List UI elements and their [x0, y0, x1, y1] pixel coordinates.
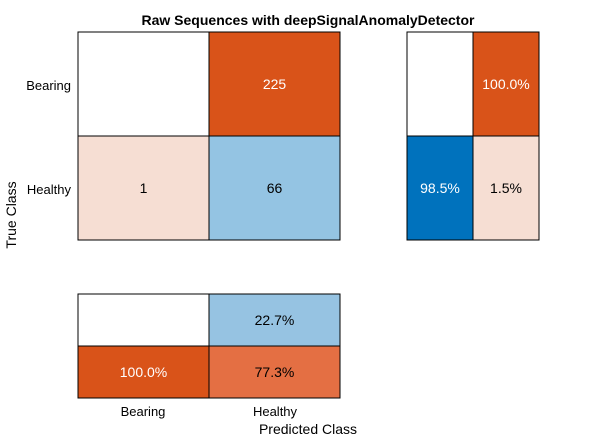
- y-tick-label-bearing: Bearing: [26, 78, 71, 93]
- y-axis-label: True Class: [3, 181, 19, 248]
- cm-cell-bearing-healthy-label: 225: [263, 76, 287, 92]
- chart-title: Raw Sequences with deepSignalAnomalyDete…: [142, 12, 476, 28]
- cm-cell-healthy-bearing: 1: [77, 135, 210, 241]
- cm-cell-healthy-healthy: 66: [208, 135, 341, 241]
- cm-cell-bearing-bearing-rect: [77, 31, 210, 137]
- column-summary-bearing-incorrect-label: 100.0%: [120, 364, 167, 380]
- x-axis-label: Predicted Class: [259, 421, 357, 437]
- row-summary-healthy-correct-label: 98.5%: [420, 180, 460, 196]
- row-summary-healthy-correct: 98.5%: [406, 135, 474, 241]
- row-summary: 100.0% 98.5% 1.5%: [406, 31, 540, 241]
- row-summary-bearing-incorrect: 100.0%: [472, 31, 540, 137]
- cm-cell-healthy-bearing-label: 1: [140, 180, 148, 196]
- column-summary-healthy-incorrect-label: 77.3%: [255, 364, 295, 380]
- y-tick-label-healthy: Healthy: [27, 182, 72, 197]
- column-summary-bearing-incorrect: 100.0%: [77, 345, 210, 399]
- row-summary-healthy-correct-rect: [406, 135, 474, 241]
- row-summary-bearing-correct-rect: [406, 31, 474, 137]
- column-summary-healthy-correct-label: 22.7%: [255, 312, 295, 328]
- column-summary-healthy-incorrect-rect: [208, 345, 341, 399]
- row-summary-bearing-incorrect-rect: [472, 31, 540, 137]
- cm-cell-healthy-healthy-label: 66: [267, 180, 283, 196]
- x-tick-label-bearing: Bearing: [121, 404, 166, 419]
- row-summary-healthy-incorrect: 1.5%: [472, 135, 540, 241]
- column-summary-bearing-correct: [77, 293, 210, 347]
- row-summary-healthy-incorrect-rect: [472, 135, 540, 241]
- confusion-matrix: 225 1 66: [77, 31, 341, 241]
- column-summary-bearing-correct-rect: [77, 293, 210, 347]
- cm-cell-bearing-healthy-rect: [208, 31, 341, 137]
- cm-cell-healthy-healthy-rect: [208, 135, 341, 241]
- cm-cell-bearing-bearing: [77, 31, 210, 137]
- column-summary: 22.7% 100.0% 77.3%: [77, 293, 341, 399]
- column-summary-bearing-incorrect-rect: [77, 345, 210, 399]
- x-tick-label-healthy: Healthy: [253, 404, 298, 419]
- cm-cell-bearing-healthy: 225: [208, 31, 341, 137]
- column-summary-healthy-incorrect: 77.3%: [208, 345, 341, 399]
- row-summary-bearing-correct: [406, 31, 474, 137]
- column-summary-healthy-correct: 22.7%: [208, 293, 341, 347]
- row-summary-bearing-incorrect-label: 100.0%: [482, 76, 529, 92]
- cm-cell-healthy-bearing-rect: [77, 135, 210, 241]
- row-summary-healthy-incorrect-label: 1.5%: [490, 180, 522, 196]
